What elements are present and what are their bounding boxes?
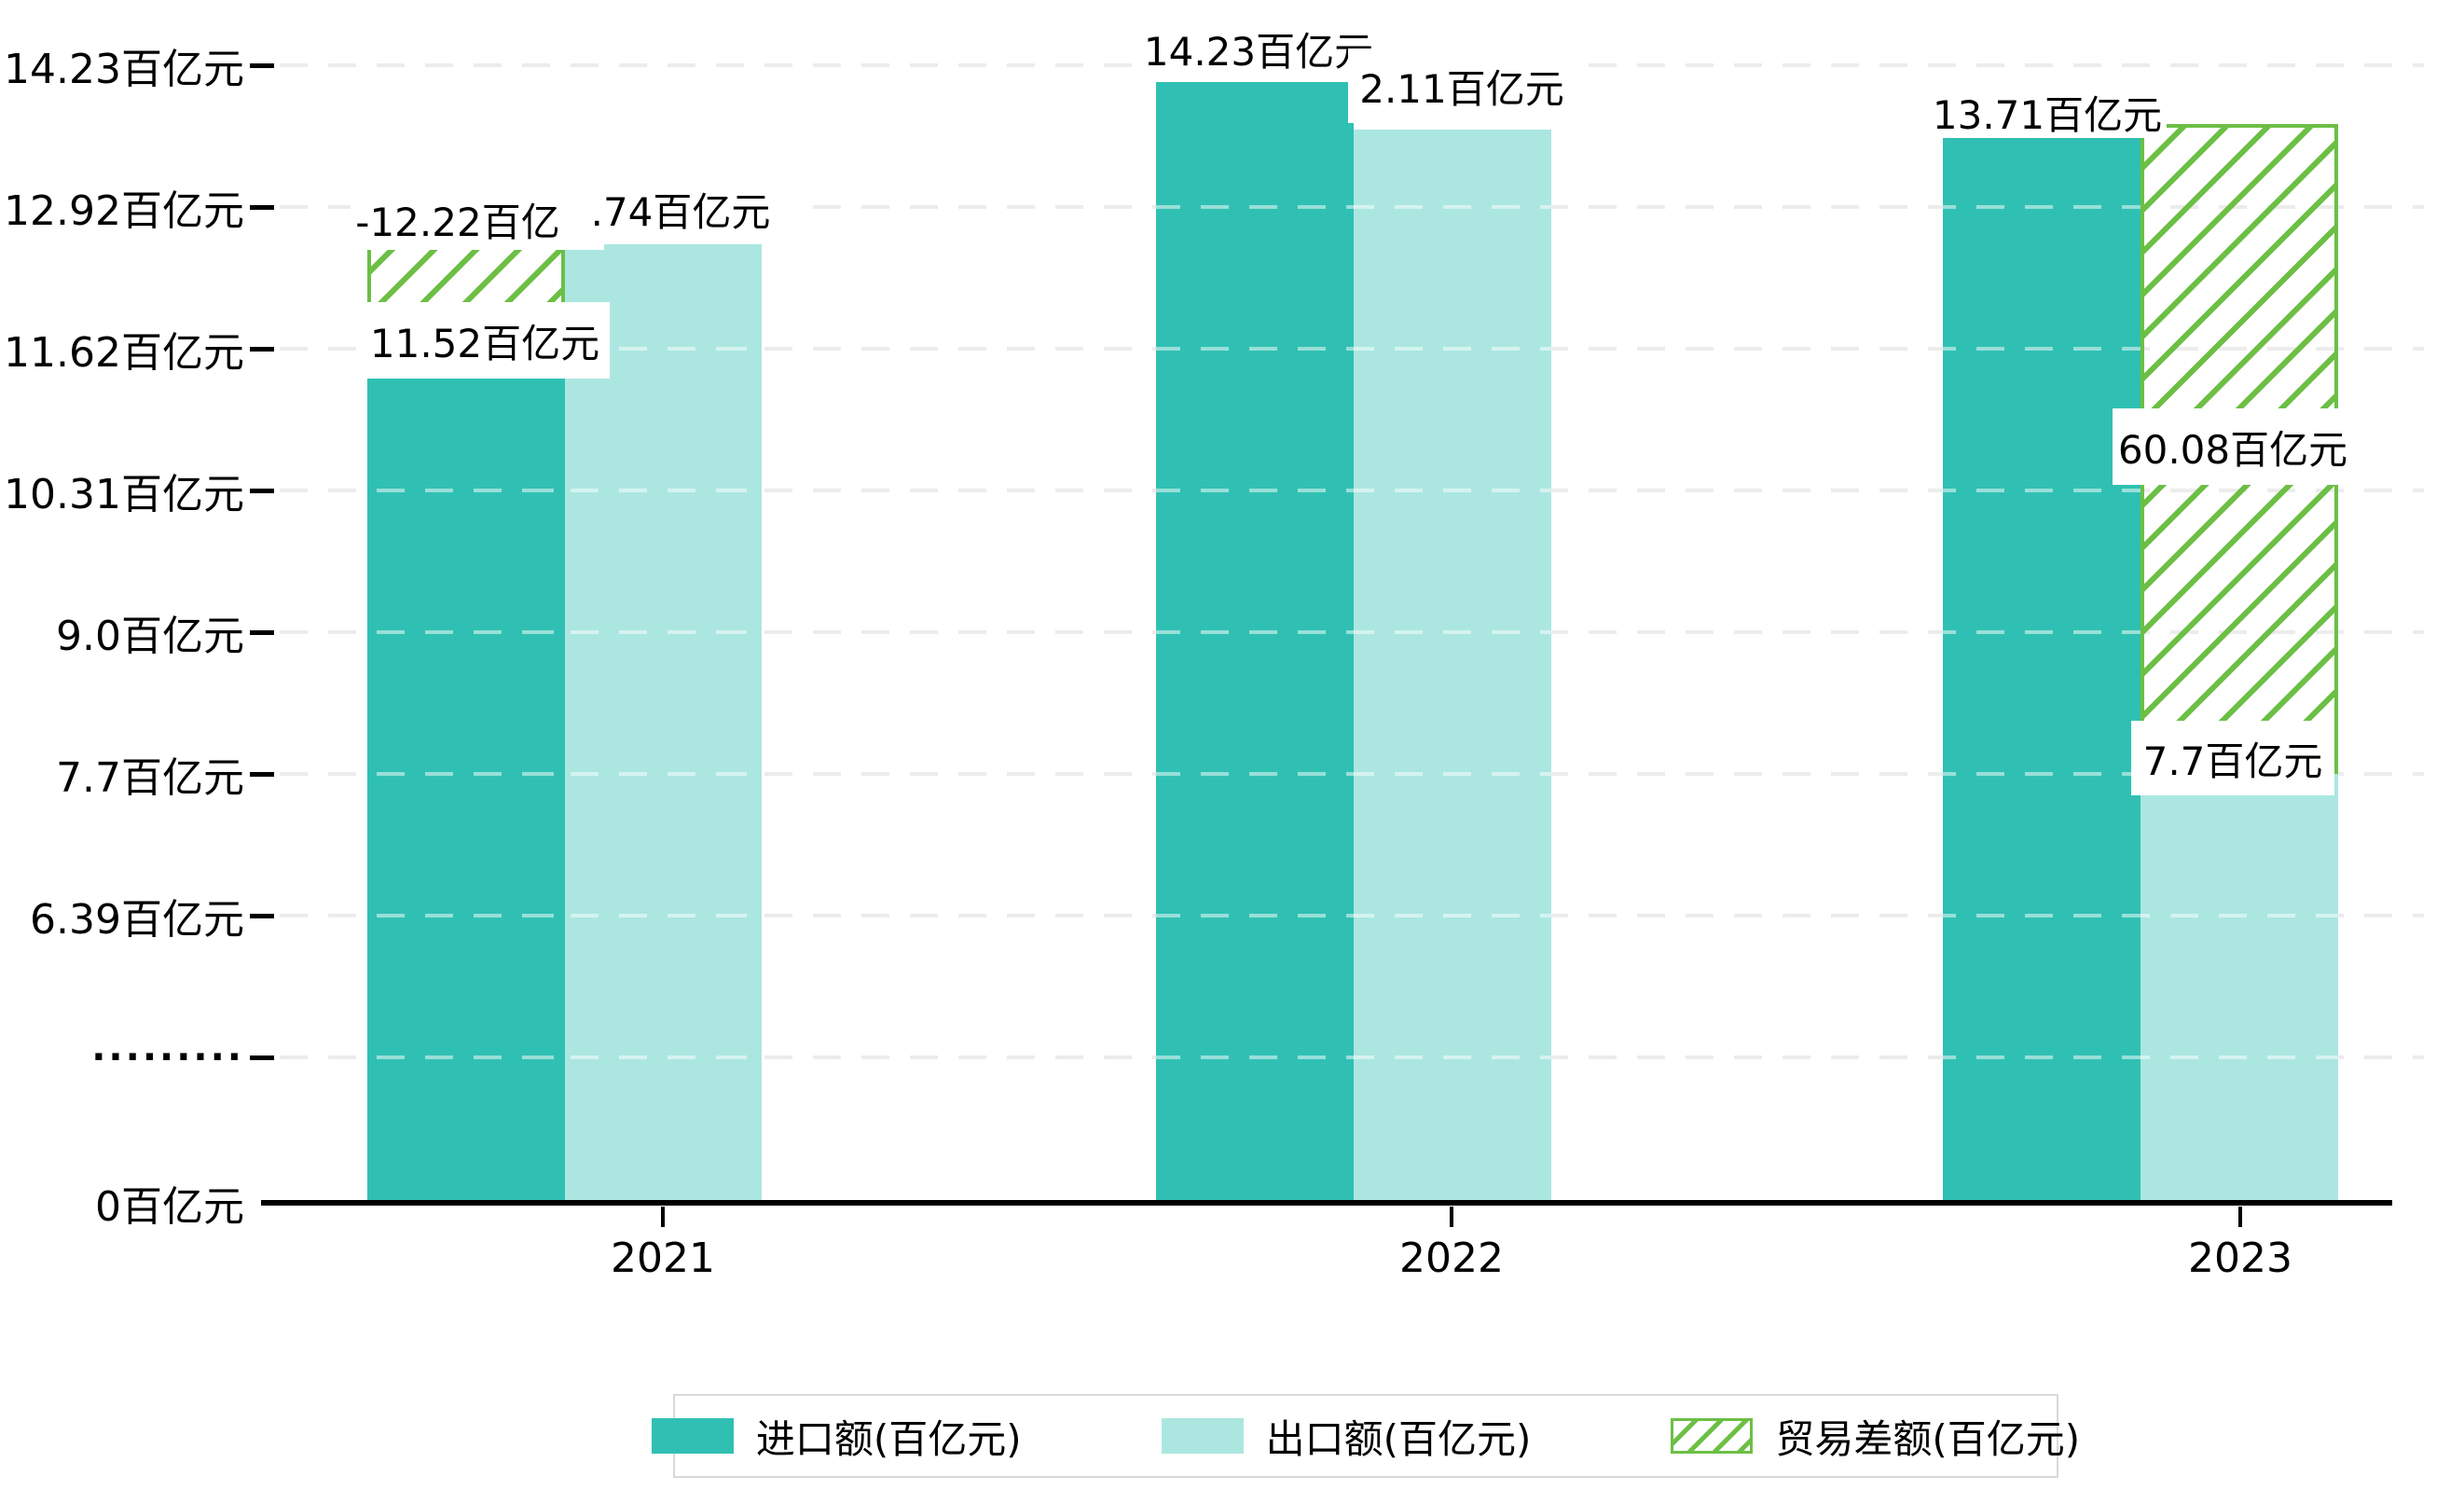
y-tick-mark [250,630,274,635]
gridline-over-bar [2141,914,2338,917]
legend-item-import: 进口额(百亿元) [651,1408,1022,1465]
y-tick-label: 14.23百亿元 [4,46,244,93]
y-tick-mark [250,914,274,918]
data-label: 7.7百亿元 [2131,721,2334,795]
y-tick-label: 0百亿元 [95,1183,244,1231]
y-tick-mark [250,63,274,68]
y-tick-label: ········· [91,1036,244,1079]
y-tick-mark [250,1055,274,1060]
y-tick-label: 11.62百亿元 [4,329,244,377]
data-label: 14.23百亿元 [1139,15,1378,82]
gridline-over-bar [1156,205,1354,209]
gridline-over-bar [1943,489,2141,492]
gridline-over-bar [565,914,762,917]
gridline-over-bar [1943,347,2141,351]
legend-swatch-import [651,1418,734,1454]
legend: 进口额(百亿元) 出口额(百亿元) 贸易差额(百亿元) [651,1394,2080,1478]
bar-import-2021 [367,361,565,1203]
gridline-over-bar [367,772,565,776]
y-tick-mark [250,489,274,493]
y-tick-label: 7.7百亿元 [56,754,244,802]
x-tick-label-2022: 2022 [1399,1235,1504,1282]
legend-label: 进口额(百亿元) [755,1415,1022,1462]
bar-export-2021 [565,228,762,1203]
gridline-over-bar [367,630,565,634]
data-label: 13.71百亿元 [1928,86,2167,138]
y-tick-mark [250,347,274,352]
bar-export-2022 [1354,130,1551,1203]
gridline-over-bar [1354,630,1551,634]
gridline-over-bar [565,489,762,492]
y-tick-label: 9.0百亿元 [56,613,244,660]
data-label: 11.52百亿元 [360,302,610,379]
y-tick-label: 12.92百亿元 [4,187,244,235]
legend-label: 贸易差额(百亿元) [1775,1415,2081,1462]
gridline-over-bar [1156,914,1354,917]
gridline-over-bar [1354,205,1551,209]
legend-swatch-export [1161,1418,1244,1454]
y-tick-mark [250,205,274,210]
gridline-over-bar [1156,489,1354,492]
data-label: .74百亿元 [557,173,804,244]
gridline-over-bar [565,1055,762,1059]
legend-swatch-hatch [1671,1418,1754,1454]
x-tick-label-2023: 2023 [2188,1235,2292,1282]
bar-export-2023 [2141,774,2338,1203]
bar-import-2022 [1156,67,1354,1203]
x-axis-line [261,1200,2392,1206]
legend-label: 出口额(百亿元) [1265,1415,1532,1462]
gridline-over-bar [1354,489,1551,492]
y-tick-mark [250,772,274,777]
gridline-over-bar [367,1055,565,1059]
gridline-over-bar [1156,630,1354,634]
x-tick-label-2021: 2021 [611,1235,715,1282]
gridline-over-bar [367,914,565,917]
legend-item-hatch: 贸易差额(百亿元) [1671,1408,2080,1465]
data-label: 2.11百亿元 [1348,48,1576,123]
gridline-over-bar [565,347,762,351]
gridline-over-bar [1156,772,1354,776]
gridline-over-bar [1156,347,1354,351]
gridline-over-bar [1943,630,2141,634]
gridline-over-bar [1943,772,2141,776]
gridline-over-bar [565,772,762,776]
gridline-over-bar [1943,1055,2141,1059]
y-tick-label: 6.39百亿元 [30,896,244,944]
x-tick-mark [1450,1207,1453,1227]
gridline-over-bar [1354,772,1551,776]
gridline-over-bar [1943,205,2141,209]
gridline-over-bar [2141,1055,2338,1059]
bar-import-2023 [1943,124,2141,1203]
gridline-over-bar [1354,347,1551,351]
gridline-over-bar [1943,914,2141,917]
gridline-over-bar [1354,1055,1551,1059]
gridline-over-bar [1156,1055,1354,1059]
gridline-over-bar [565,630,762,634]
y-tick-label: 10.31百亿元 [4,471,244,518]
x-tick-mark [2238,1207,2242,1227]
data-label: 60.08百亿元 [2113,408,2353,485]
x-tick-mark [661,1207,665,1227]
legend-item-export: 出口额(百亿元) [1161,1408,1532,1465]
gridline-over-bar [1354,914,1551,917]
gridline-over-bar [367,489,565,492]
